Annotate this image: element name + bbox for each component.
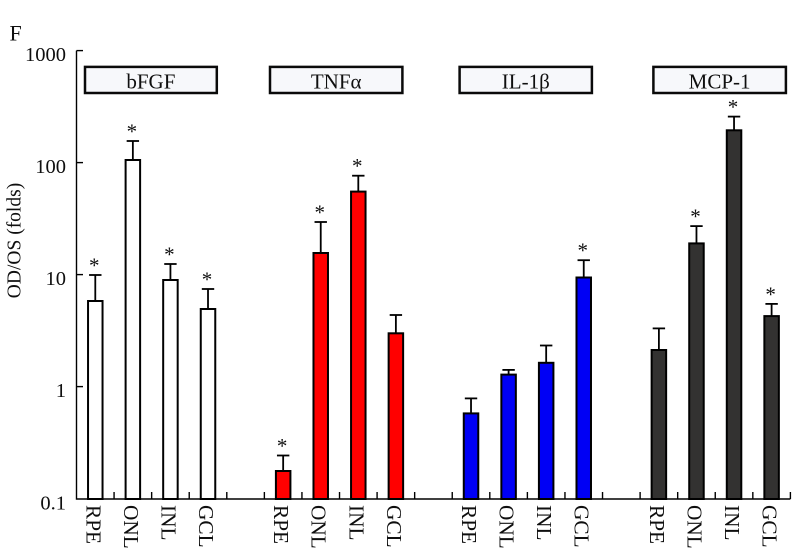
svg-text:TNFα: TNFα [311, 70, 362, 94]
svg-text:*: * [314, 201, 325, 225]
svg-text:INL: INL [720, 505, 744, 540]
svg-text:INL: INL [532, 505, 556, 540]
svg-text:*: * [765, 282, 776, 306]
svg-text:*: * [352, 154, 363, 178]
svg-text:GCL: GCL [194, 505, 218, 548]
svg-text:ONL: ONL [495, 505, 519, 549]
svg-text:1: 1 [56, 380, 66, 402]
svg-text:ONL: ONL [682, 505, 706, 549]
svg-text:*: * [202, 268, 213, 292]
svg-text:0.1: 0.1 [40, 493, 66, 515]
svg-text:ONL: ONL [119, 505, 143, 549]
svg-text:*: * [127, 120, 138, 144]
svg-text:OD/OS (folds): OD/OS (folds) [5, 183, 26, 298]
svg-text:RPE: RPE [457, 505, 481, 544]
svg-text:*: * [728, 95, 739, 119]
svg-text:RPE: RPE [81, 505, 105, 544]
svg-text:GCL: GCL [758, 505, 782, 548]
svg-text:MCP-1: MCP-1 [689, 70, 751, 94]
svg-text:100: 100 [35, 156, 66, 178]
svg-text:RPE: RPE [269, 505, 293, 544]
svg-text:*: * [577, 239, 588, 263]
svg-text:IL-1β: IL-1β [502, 70, 550, 94]
svg-text:GCL: GCL [382, 505, 406, 548]
svg-text:INL: INL [156, 505, 180, 540]
svg-text:1000: 1000 [25, 44, 66, 66]
svg-text:RPE: RPE [645, 505, 669, 544]
svg-text:*: * [277, 434, 288, 458]
svg-text:ONL: ONL [307, 505, 331, 549]
svg-text:*: * [690, 205, 701, 229]
svg-text:*: * [89, 254, 100, 278]
svg-text:INL: INL [344, 505, 368, 540]
svg-text:10: 10 [46, 268, 67, 290]
svg-text:GCL: GCL [570, 505, 594, 548]
svg-text:F: F [10, 21, 22, 46]
svg-text:bFGF: bFGF [126, 70, 175, 94]
svg-text:*: * [164, 243, 175, 267]
